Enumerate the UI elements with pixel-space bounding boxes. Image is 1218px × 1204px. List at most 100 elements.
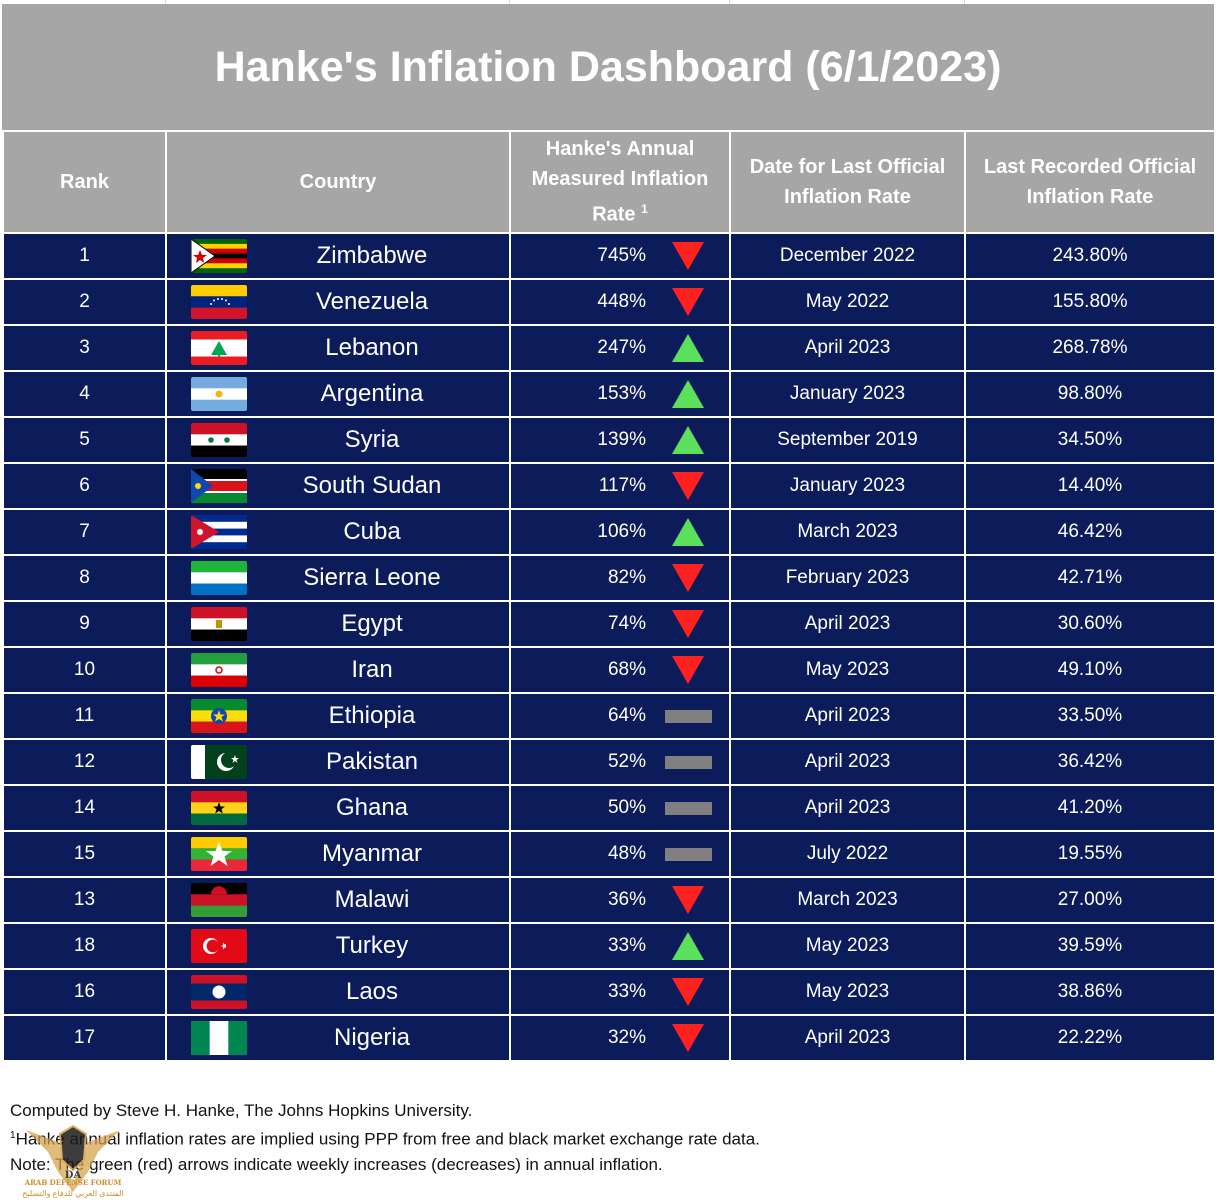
rank-cell: 5 (2, 416, 167, 464)
table-row: 18 Turkey 33% May 2023 39.59% (2, 922, 1216, 970)
rank-cell: 4 (2, 370, 167, 418)
table-row: 16 Laos 33% May 2023 38.86% (2, 968, 1216, 1016)
table-row: 1 Zimbabwe 745% December 2022 243.80% (2, 232, 1216, 280)
top-divider (509, 0, 510, 4)
cuba-flag-icon (191, 515, 247, 549)
official-date-cell: March 2023 (729, 508, 966, 556)
country-name: Sierra Leone (303, 564, 441, 591)
table-row: 8 Sierra Leone 82% February 2023 42.71% (2, 554, 1216, 602)
header-hanke-rate-word: Rate (592, 203, 636, 226)
trend-indicator (658, 924, 718, 968)
trend-indicator (658, 280, 718, 324)
country-name: Egypt (341, 610, 403, 637)
table-row: 2 Venezuela 448% May 2022 155.80% (2, 278, 1216, 326)
down-arrow-icon (672, 288, 704, 316)
country-cell: Ghana (165, 784, 511, 832)
official-date-cell: February 2023 (729, 554, 966, 602)
header-date-line: Inflation Rate (784, 186, 911, 208)
watermark-logo-text: DA (65, 1170, 82, 1181)
footnote-ppp-text: Hanke annual inflation rates are implied… (15, 1129, 760, 1149)
trend-indicator (658, 602, 718, 646)
official-date-cell: April 2023 (729, 692, 966, 740)
trend-indicator (658, 648, 718, 692)
country-cell: Sierra Leone (165, 554, 511, 602)
footnote-marker: 1 (641, 202, 648, 217)
pakistan-flag-icon (191, 745, 247, 779)
hanke-rate-value: 117% (598, 475, 646, 496)
flat-dash-icon (664, 847, 712, 861)
hanke-rate-value: 36% (607, 889, 646, 910)
country-name: Syria (344, 426, 400, 453)
official-date-cell: April 2023 (729, 600, 966, 648)
flat-dash-icon (664, 709, 712, 723)
flat-dash-icon (664, 755, 712, 769)
country-name: Pakistan (325, 748, 419, 775)
top-divider (165, 0, 166, 4)
egypt-flag-icon (191, 607, 247, 641)
country-cell: Myanmar (165, 830, 511, 878)
trend-indicator (658, 372, 718, 416)
rank-cell: 3 (2, 324, 167, 372)
hanke-rate-cell: 68% (509, 646, 731, 694)
rank-cell: 11 (2, 692, 167, 740)
table-row: 12 Pakistan 52% April 2023 36.42% (2, 738, 1216, 786)
hanke-rate-cell: 48% (509, 830, 731, 878)
up-arrow-icon (672, 334, 704, 362)
hanke-rate-value: 32% (607, 1027, 646, 1048)
rank-cell: 6 (2, 462, 167, 510)
official-rate-cell: 243.80% (964, 232, 1216, 280)
country-name: Malawi (334, 886, 410, 913)
hanke-rate-cell: 50% (509, 784, 731, 832)
official-rate-cell: 14.40% (964, 462, 1216, 510)
official-rate-cell: 19.55% (964, 830, 1216, 878)
down-arrow-icon (672, 610, 704, 638)
country-cell: Nigeria (165, 1014, 511, 1062)
rank-cell: 13 (2, 876, 167, 924)
hanke-rate-cell: 448% (509, 278, 731, 326)
table-row: 11 Ethiopia 64% April 2023 33.50% (2, 692, 1216, 740)
hanke-rate-cell: 33% (509, 922, 731, 970)
table-row: 9 Egypt 74% April 2023 30.60% (2, 600, 1216, 648)
footnote-ppp: 1Hanke annual inflation rates are implie… (10, 1123, 760, 1152)
country-cell: Laos (165, 968, 511, 1016)
hanke-rate-value: 74% (607, 613, 646, 634)
official-date-cell: April 2023 (729, 324, 966, 372)
official-rate-cell: 27.00% (964, 876, 1216, 924)
myanmar-flag-icon (191, 837, 247, 871)
official-rate-cell: 33.50% (964, 692, 1216, 740)
official-rate-cell: 39.59% (964, 922, 1216, 970)
hanke-rate-value: 139% (597, 429, 646, 450)
hanke-rate-cell: 139% (509, 416, 731, 464)
footnote-computed-by: Computed by Steve H. Hanke, The Johns Ho… (10, 1101, 473, 1120)
table-row: 15 Myanmar 48% July 2022 19.55% (2, 830, 1216, 878)
official-rate-cell: 30.60% (964, 600, 1216, 648)
country-cell: Ethiopia (165, 692, 511, 740)
country-cell: Egypt (165, 600, 511, 648)
hanke-rate-cell: 247% (509, 324, 731, 372)
down-arrow-icon (672, 472, 704, 500)
south-sudan-flag-icon (191, 469, 247, 503)
inflation-table: Rank Country Hanke's Annual Measured Inf… (2, 130, 1216, 1062)
country-cell: Argentina (165, 370, 511, 418)
rank-cell: 16 (2, 968, 167, 1016)
hanke-rate-value: 745% (597, 245, 646, 266)
hanke-rate-value: 33% (607, 935, 646, 956)
official-rate-cell: 36.42% (964, 738, 1216, 786)
trend-indicator (658, 740, 718, 784)
trend-indicator (658, 556, 718, 600)
up-arrow-icon (672, 932, 704, 960)
official-rate-cell: 268.78% (964, 324, 1216, 372)
hanke-rate-cell: 82% (509, 554, 731, 602)
up-arrow-icon (672, 426, 704, 454)
country-name: Iran (351, 656, 393, 683)
table-row: 17 Nigeria 32% April 2023 22.22% (2, 1014, 1216, 1062)
footnote-arrows: Note: The green (red) arrows indicate we… (10, 1154, 663, 1174)
header-row: Rank Country Hanke's Annual Measured Inf… (2, 130, 1216, 234)
hanke-rate-value: 48% (607, 843, 646, 864)
country-name: Laos (345, 978, 399, 1005)
official-date-cell: April 2023 (729, 1014, 966, 1062)
official-rate-cell: 41.20% (964, 784, 1216, 832)
nigeria-flag-icon (191, 1021, 247, 1055)
trend-indicator (658, 510, 718, 554)
hanke-rate-value: 247% (597, 337, 646, 358)
